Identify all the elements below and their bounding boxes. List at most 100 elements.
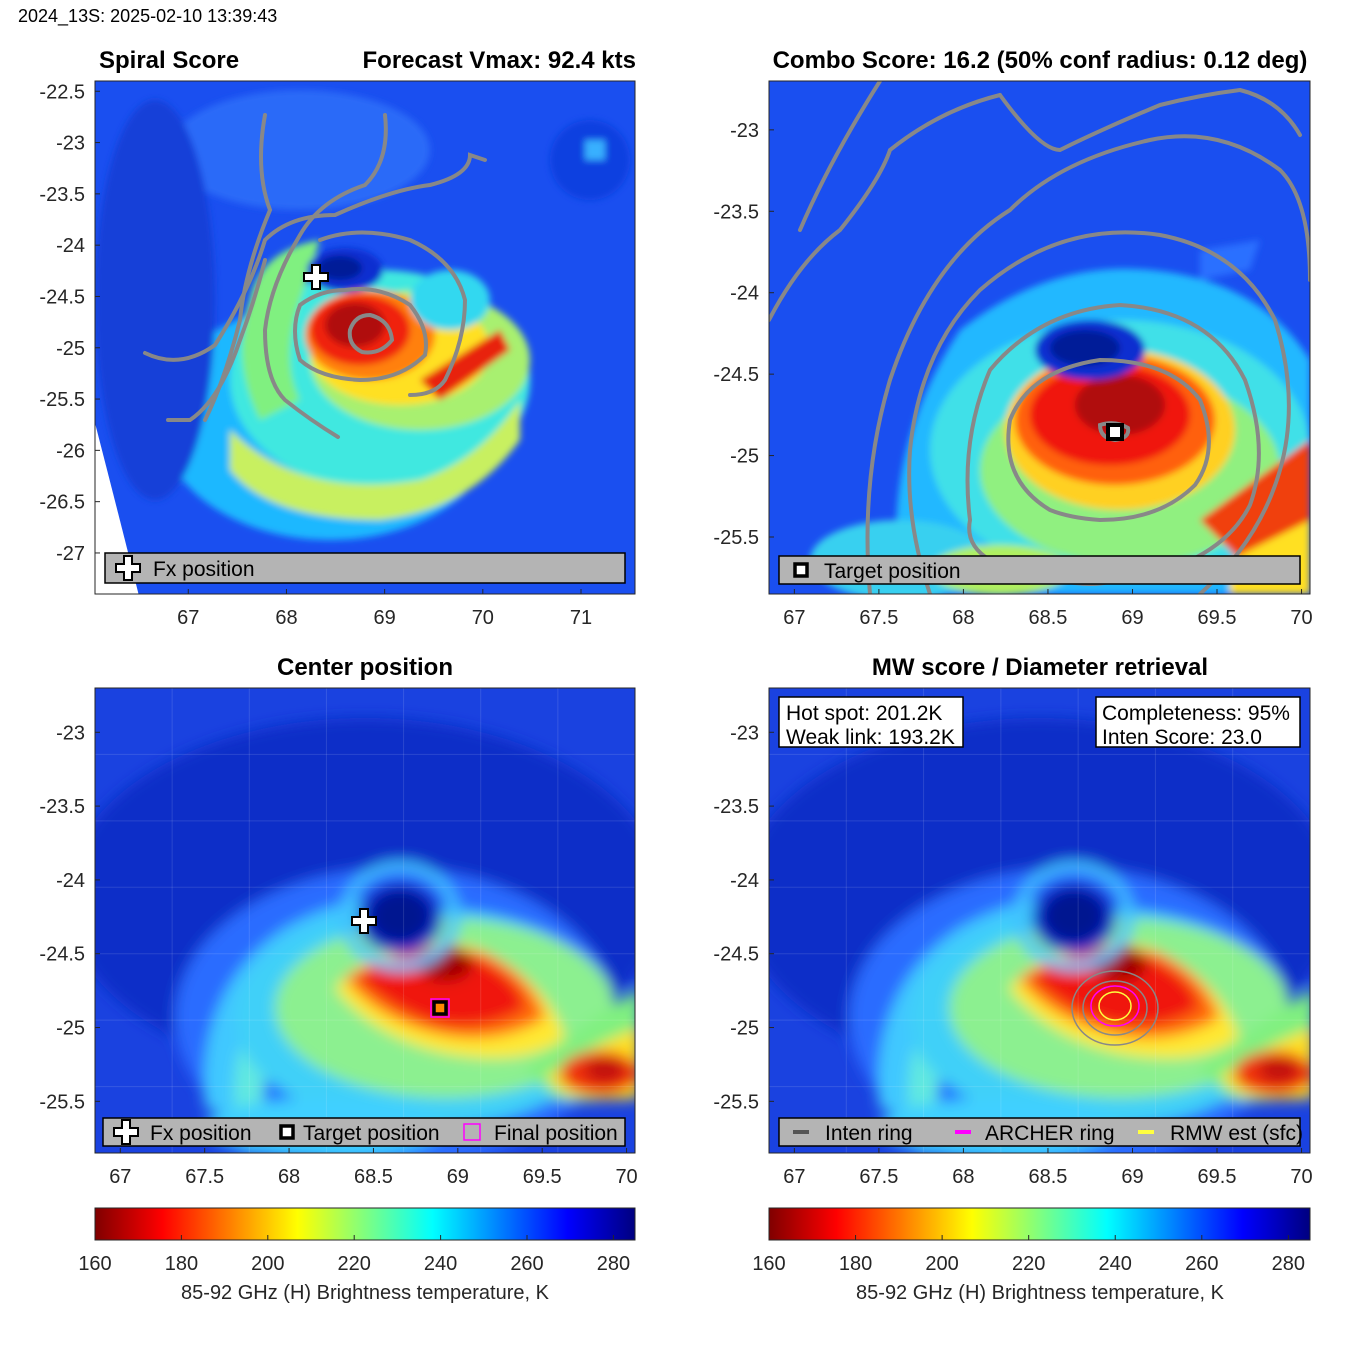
colorbar-tick-label: 280 bbox=[1272, 1253, 1305, 1275]
y-tick-label: -23 bbox=[56, 133, 85, 155]
completeness-text: Completeness: 95% bbox=[1102, 702, 1290, 725]
mw-axes: 67 67.5 68 68.5 69 69.5 70 -23 -23.5 -24 -24.5 -25 -… bbox=[713, 722, 1312, 1188]
x-tick-label: 68 bbox=[952, 607, 974, 629]
colorbar-tick-label: 180 bbox=[165, 1253, 198, 1275]
x-tick-label: 67.5 bbox=[859, 1166, 898, 1188]
colorbar-left-label: 85-92 GHz (H) Brightness temperature, K bbox=[181, 1282, 550, 1304]
center-heatmap bbox=[95, 688, 635, 1153]
x-tick-label: 70 bbox=[472, 607, 494, 629]
x-tick-label: 69.5 bbox=[1198, 1166, 1237, 1188]
legend-final-marker-icon bbox=[463, 1123, 481, 1141]
inten-ring-inner bbox=[1082, 980, 1148, 1036]
x-tick-label: 69 bbox=[447, 1166, 469, 1188]
colorbar-tick-label: 160 bbox=[752, 1253, 785, 1275]
y-tick-label: -23.5 bbox=[39, 796, 85, 818]
x-tick-label: 68.5 bbox=[354, 1166, 393, 1188]
center-legend: Fx position Target position Final positi… bbox=[102, 1117, 626, 1147]
x-tick-label: 68 bbox=[278, 1166, 300, 1188]
x-tick-label: 68 bbox=[952, 1166, 974, 1188]
mw-heatmap bbox=[769, 688, 1310, 1153]
colorbar-tick-label: 220 bbox=[1012, 1253, 1045, 1275]
y-tick-label: -25.5 bbox=[39, 1091, 85, 1113]
x-tick-label: 68.5 bbox=[1028, 1166, 1067, 1188]
x-tick-label: 69.5 bbox=[1198, 607, 1237, 629]
x-tick-label: 70 bbox=[615, 1166, 637, 1188]
colorbar-tick-label: 260 bbox=[510, 1253, 543, 1275]
legend-target-marker-icon bbox=[279, 1124, 295, 1140]
panel-combo-score: Combo Score: 16.2 (50% conf radius: 0.12… bbox=[713, 47, 1312, 629]
weak-link-text: Weak link: 193.2K bbox=[786, 726, 955, 749]
x-tick-label: 70 bbox=[1290, 1166, 1312, 1188]
colorbar-tick-label: 160 bbox=[78, 1253, 111, 1275]
mw-legend: Inten ring ARCHER ring RMW est (sfc) bbox=[778, 1117, 1303, 1147]
y-tick-label: -23 bbox=[56, 722, 85, 744]
colorbar-tick-label: 280 bbox=[597, 1253, 630, 1275]
legend-fx-marker-icon bbox=[115, 555, 141, 581]
spiral-legend: Fx position bbox=[104, 552, 626, 584]
combo-title: Combo Score: 16.2 (50% conf radius: 0.12… bbox=[773, 47, 1308, 74]
colorbar-tick-label: 220 bbox=[338, 1253, 371, 1275]
x-tick-label: 70 bbox=[1290, 607, 1312, 629]
y-tick-label: -23.5 bbox=[713, 796, 759, 818]
panel-center-position: Center position Fx position Target posit… bbox=[39, 654, 637, 1188]
y-tick-label: -26.5 bbox=[39, 492, 85, 514]
x-tick-label: 67 bbox=[177, 607, 199, 629]
legend-rmw-label: RMW est (sfc) bbox=[1170, 1122, 1303, 1145]
legend-fx-marker-icon bbox=[113, 1119, 139, 1145]
mw-info-right: Completeness: 95% Inten Score: 23.0 bbox=[1095, 696, 1301, 749]
intensity-rings bbox=[1071, 970, 1159, 1046]
colorbar-tick-label: 200 bbox=[251, 1253, 284, 1275]
spiral-axes: 67 68 69 70 71 -22.5 -23 -23.5 -24 -24.5 -25 -25.5 -… bbox=[39, 81, 592, 629]
x-tick-label: 67 bbox=[783, 607, 805, 629]
y-tick-label: -27 bbox=[56, 543, 85, 565]
y-tick-label: -25 bbox=[730, 446, 759, 468]
spiral-heatmap bbox=[95, 81, 635, 594]
combo-axes: 67 67.5 68 68.5 69 69.5 70 -23 -23.5 -24 -24.5 -25 -… bbox=[713, 120, 1312, 629]
y-tick-label: -24 bbox=[56, 870, 85, 892]
colorbar-tick-label: 260 bbox=[1185, 1253, 1218, 1275]
x-tick-label: 67 bbox=[783, 1166, 805, 1188]
legend-archer-label: ARCHER ring bbox=[985, 1122, 1115, 1145]
panel-spiral-score: Spiral Score Forecast Vmax: 92.4 kts bbox=[39, 47, 636, 629]
colorbar-tick-label: 180 bbox=[839, 1253, 872, 1275]
legend-target-marker-icon bbox=[793, 562, 809, 578]
colorbar-right-label: 85-92 GHz (H) Brightness temperature, K bbox=[856, 1282, 1225, 1304]
x-tick-label: 69.5 bbox=[523, 1166, 562, 1188]
target-position-marker bbox=[1106, 423, 1124, 441]
legend-inten-label: Inten ring bbox=[825, 1122, 913, 1145]
colorbar-tick-label: 240 bbox=[424, 1253, 457, 1275]
y-tick-label: -25.5 bbox=[713, 1091, 759, 1113]
combo-heatmap bbox=[769, 81, 1310, 594]
y-tick-label: -23 bbox=[730, 722, 759, 744]
y-tick-label: -23.5 bbox=[713, 201, 759, 223]
fx-position-marker-center bbox=[351, 908, 377, 934]
y-tick-label: -23.5 bbox=[39, 184, 85, 206]
archer-ring bbox=[1090, 985, 1140, 1027]
y-tick-label: -25 bbox=[56, 1018, 85, 1040]
y-tick-label: -24.5 bbox=[713, 944, 759, 966]
spiral-title: Spiral Score bbox=[99, 47, 239, 74]
legend-final-label: Final position bbox=[494, 1122, 618, 1145]
colorbar-tick-label: 240 bbox=[1099, 1253, 1132, 1275]
y-tick-label: -24.5 bbox=[713, 364, 759, 386]
y-tick-label: -25.5 bbox=[39, 389, 85, 411]
combo-legend: Target position bbox=[778, 555, 1301, 585]
x-tick-label: 69 bbox=[1121, 607, 1143, 629]
y-tick-label: -25 bbox=[730, 1018, 759, 1040]
y-tick-label: -25 bbox=[56, 338, 85, 360]
y-tick-label: -24 bbox=[56, 235, 85, 257]
y-tick-label: -23 bbox=[730, 120, 759, 142]
fx-position-marker bbox=[303, 264, 329, 290]
x-tick-label: 67 bbox=[109, 1166, 131, 1188]
legend-fx-label: Fx position bbox=[153, 558, 255, 581]
y-tick-label: -24 bbox=[730, 870, 759, 892]
x-tick-label: 69 bbox=[1121, 1166, 1143, 1188]
inten-score-text: Inten Score: 23.0 bbox=[1102, 726, 1262, 749]
mw-info-left: Hot spot: 201.2K Weak link: 193.2K bbox=[778, 696, 964, 749]
y-tick-label: -24.5 bbox=[39, 286, 85, 308]
inten-ring-outer bbox=[1071, 970, 1159, 1046]
y-tick-label: -25.5 bbox=[713, 527, 759, 549]
x-tick-label: 71 bbox=[570, 607, 592, 629]
y-tick-label: -24 bbox=[730, 283, 759, 305]
